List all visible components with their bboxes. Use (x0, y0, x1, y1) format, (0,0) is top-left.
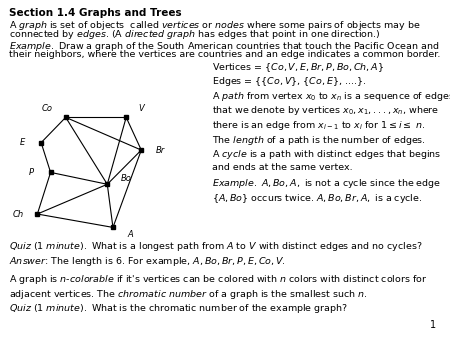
Text: adjacent vertices. The $chromatic$ $number$ of a graph is the smallest such $n$.: adjacent vertices. The $chromatic$ $numb… (9, 288, 368, 301)
Text: E: E (20, 138, 25, 147)
Text: A $graph$ is set of objects  called $vertices$ or $nodes$ where some pairs of ob: A $graph$ is set of objects called $vert… (9, 19, 421, 31)
Text: $Quiz$ $(1$ $minute).$ What is a longest path from $A$ to $V$ with distinct edge: $Quiz$ $(1$ $minute).$ What is a longest… (9, 240, 423, 253)
Text: their neighbors, where the vertices are countries and an edge indicates a common: their neighbors, where the vertices are … (9, 50, 441, 59)
Text: $Example.$ $A, Bo, A,$ is not a cycle since the edge: $Example.$ $A, Bo, A,$ is not a cycle si… (212, 177, 441, 190)
Text: Br: Br (156, 146, 165, 154)
Text: $Example.$ Draw a graph of the South American countries that touch the Pacific O: $Example.$ Draw a graph of the South Ame… (9, 40, 439, 53)
Text: $Answer$: The length is 6. For example, $A, Bo, Br, P, E, Co, V.$: $Answer$: The length is 6. For example, … (9, 255, 286, 267)
Text: P: P (29, 168, 34, 177)
Text: and ends at the same vertex.: and ends at the same vertex. (212, 163, 352, 172)
Text: Section 1.4 Graphs and Trees: Section 1.4 Graphs and Trees (9, 8, 182, 19)
Text: The $length$ of a path is the number of edges.: The $length$ of a path is the number of … (212, 134, 425, 146)
Text: there is an edge from $x_{i-1}$ to $x_i$ for $1\leq i\leq$ $n$.: there is an edge from $x_{i-1}$ to $x_i$… (212, 119, 425, 132)
Text: Bo: Bo (121, 174, 131, 183)
Text: V: V (139, 104, 144, 113)
Text: Vertices = {$Co, V, E, Br, P, Bo, Ch, A$}: Vertices = {$Co, V, E, Br, P, Bo, Ch, A$… (212, 61, 384, 74)
Text: A: A (127, 230, 133, 239)
Text: A graph is $n$-$colorable$ if it's vertices can be colored with $n$ colors with : A graph is $n$-$colorable$ if it's verti… (9, 273, 428, 286)
Text: A $cycle$ is a path with distinct edges that begins: A $cycle$ is a path with distinct edges … (212, 148, 441, 161)
Text: Edges = {{$Co, V$}, {$Co, E$}, ....}.: Edges = {{$Co, V$}, {$Co, E$}, ....}. (212, 75, 366, 88)
Text: Ch: Ch (13, 210, 24, 219)
Text: 1: 1 (430, 319, 436, 330)
Text: connected by $edges$. (A $directed$ $graph$ has edges that point in one directio: connected by $edges$. (A $directed$ $gra… (9, 28, 381, 41)
Text: Co: Co (41, 104, 52, 113)
Text: {$A, Bo$} occurs twice. $A, Bo, Br, A,$ is a cycle.: {$A, Bo$} occurs twice. $A, Bo, Br, A,$ … (212, 192, 422, 204)
Text: $Quiz$ $(1$ $minute).$ What is the chromatic number of the example graph?: $Quiz$ $(1$ $minute).$ What is the chrom… (9, 303, 348, 315)
Text: that we denote by vertices $x_0, x_1, ..., x_n$, where: that we denote by vertices $x_0, x_1, ..… (212, 104, 439, 117)
Text: A $path$ from vertex $x_0$ to $x_n$ is a sequence of edges: A $path$ from vertex $x_0$ to $x_n$ is a… (212, 90, 450, 103)
